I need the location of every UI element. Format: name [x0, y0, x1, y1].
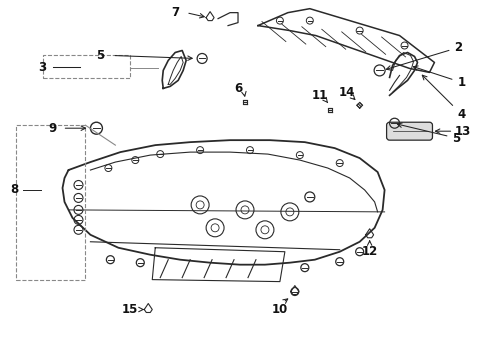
Text: 3: 3 [39, 61, 47, 74]
Text: 10: 10 [272, 303, 288, 316]
Text: 5: 5 [397, 123, 461, 145]
Text: 8: 8 [10, 184, 19, 197]
Text: 13: 13 [454, 125, 471, 138]
Text: 11: 11 [312, 89, 328, 102]
Text: 2: 2 [387, 41, 463, 70]
Text: 6: 6 [234, 82, 242, 95]
Text: 14: 14 [339, 86, 355, 99]
Text: 7: 7 [171, 6, 179, 19]
Text: 5: 5 [97, 49, 104, 62]
Text: 12: 12 [362, 245, 378, 258]
Text: 15: 15 [122, 303, 139, 316]
Text: 9: 9 [49, 122, 57, 135]
FancyBboxPatch shape [387, 122, 433, 140]
Text: 4: 4 [422, 75, 466, 121]
Text: 1: 1 [413, 66, 466, 89]
